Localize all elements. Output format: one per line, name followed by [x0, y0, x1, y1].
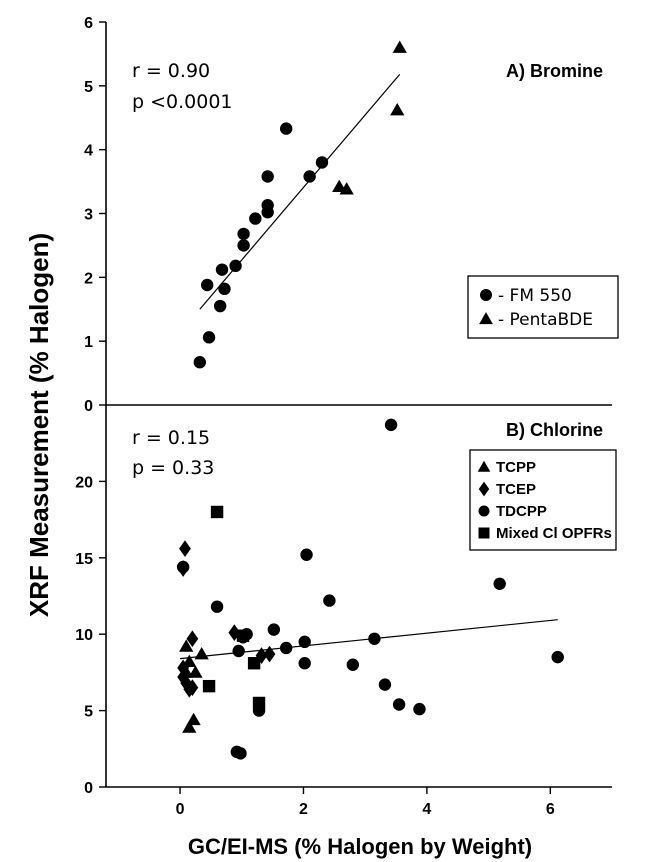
point-tdcpp: [413, 702, 426, 716]
legend-marker: [479, 312, 493, 325]
point-fm-550: [213, 299, 227, 313]
point-tcep: [179, 540, 191, 558]
point-tcpp: [194, 646, 209, 660]
p-value: p <0.0001: [132, 91, 233, 113]
point-fm-550: [229, 259, 242, 273]
point-tdcpp: [392, 698, 406, 711]
point-tdcpp: [176, 560, 190, 574]
point-fm-550: [237, 227, 250, 241]
y-tick-label: 1: [84, 334, 93, 351]
y-axis-title: XRF Measurement (% Halogen): [24, 233, 54, 617]
y-tick-label: 5: [84, 79, 93, 96]
y-tick-label: 0: [84, 780, 93, 797]
point-fm-550: [261, 170, 274, 183]
point-tdcpp: [368, 632, 381, 645]
point-tdcpp: [298, 657, 311, 670]
legend-marker: [478, 481, 490, 497]
point-fm-550: [237, 239, 250, 252]
legend-box: [467, 275, 619, 339]
point-tdcpp: [210, 600, 224, 613]
point-fm-550: [279, 122, 293, 135]
y-tick-label: 4: [84, 143, 93, 160]
y-tick-label: 0: [84, 398, 93, 415]
y-tick-label: 2: [84, 270, 93, 287]
legend-label: TCPP: [496, 459, 536, 476]
legend-label: - PentaBDE: [498, 310, 593, 330]
y-tick-label: 20: [75, 474, 93, 491]
point-pentabde: [392, 40, 407, 53]
panel-title: A) Bromine: [506, 61, 603, 81]
point-fm-550: [202, 331, 216, 344]
y-tick-label: 3: [84, 207, 93, 224]
point-tdcpp: [300, 548, 313, 561]
r-value: r = 0.90: [132, 60, 210, 82]
y-tick-label: 5: [84, 704, 93, 721]
legend-marker: [477, 460, 491, 472]
point-fm-550: [215, 263, 229, 276]
point-pentabde: [339, 182, 354, 195]
point-tdcpp: [298, 635, 311, 649]
p-value: p = 0.33: [132, 457, 214, 479]
point-tcpp: [179, 639, 194, 652]
point-tcpp: [186, 712, 201, 726]
point-tdcpp: [323, 594, 336, 607]
point-fm-550: [201, 278, 214, 292]
panel-chlorine: 0 5 10 15 20 0 2 4 6 r = 0.15 p = 0.33 B) Chlorine T…: [75, 418, 617, 818]
point-tcep: [177, 659, 190, 677]
legend-label: TCEP: [496, 481, 536, 498]
legend-box: [469, 449, 617, 551]
point-tdcpp: [384, 418, 398, 432]
point-tdcpp: [493, 577, 506, 590]
y-tick-label: 10: [75, 627, 93, 644]
point-tcep: [180, 674, 193, 692]
legend-marker: [478, 505, 490, 517]
point-tdcpp: [234, 747, 247, 760]
point-fm-550: [218, 282, 231, 296]
point-tcpp: [182, 720, 197, 733]
point-mixed-cl-opfrs: [210, 505, 224, 519]
point-fm-550: [315, 156, 329, 169]
point-mixed-cl-opfrs: [247, 657, 261, 670]
panel-title: B) Chlorine: [506, 420, 603, 440]
point-mixed-cl-opfrs: [252, 696, 266, 710]
point-tdcpp: [551, 650, 564, 664]
legend-label: Mixed Cl OPFRs: [496, 525, 612, 542]
x-tick-label: 0: [176, 801, 185, 818]
point-mixed-cl-opfrs: [202, 679, 216, 693]
legend: TCPP TCEP TDCPP Mixed Cl OPFRs: [469, 449, 617, 551]
point-tdcpp: [267, 623, 281, 636]
point-tdcpp: [232, 644, 245, 658]
point-mixed-cl-opfrs: [236, 629, 250, 642]
point-tdcpp: [378, 678, 392, 691]
x-tick-label: 6: [546, 801, 555, 818]
point-tcep: [263, 645, 276, 663]
x-tick-label: 4: [422, 801, 431, 818]
point-tcep: [255, 647, 268, 664]
x-tick-label: 2: [299, 801, 308, 818]
point-fm-550: [193, 356, 206, 369]
point-tcep: [186, 630, 199, 648]
point-tcpp: [188, 665, 203, 678]
legend-label: - FM 550: [498, 286, 572, 306]
panel-bromine: 0 1 2 3 4 5 6 r = 0.90 p <0.0001 A) Bromine - FM 5…: [84, 15, 619, 415]
point-tdcpp: [279, 641, 293, 655]
point-tcep: [186, 679, 199, 697]
legend-marker: [478, 527, 490, 539]
r-value: r = 0.15: [132, 427, 210, 449]
y-tick-label: 15: [75, 551, 93, 568]
legend-marker: [480, 289, 492, 301]
legend-label: TDCPP: [496, 503, 547, 520]
point-tdcpp: [346, 658, 360, 671]
point-fm-550: [303, 170, 316, 183]
x-axis-title: GC/EI-MS (% Halogen by Weight): [188, 834, 532, 859]
point-fm-550: [249, 212, 262, 225]
y-tick-label: 6: [84, 15, 93, 32]
point-fm-550: [261, 199, 274, 212]
legend: - FM 550 - PentaBDE: [467, 275, 619, 339]
point-pentabde: [390, 103, 405, 116]
